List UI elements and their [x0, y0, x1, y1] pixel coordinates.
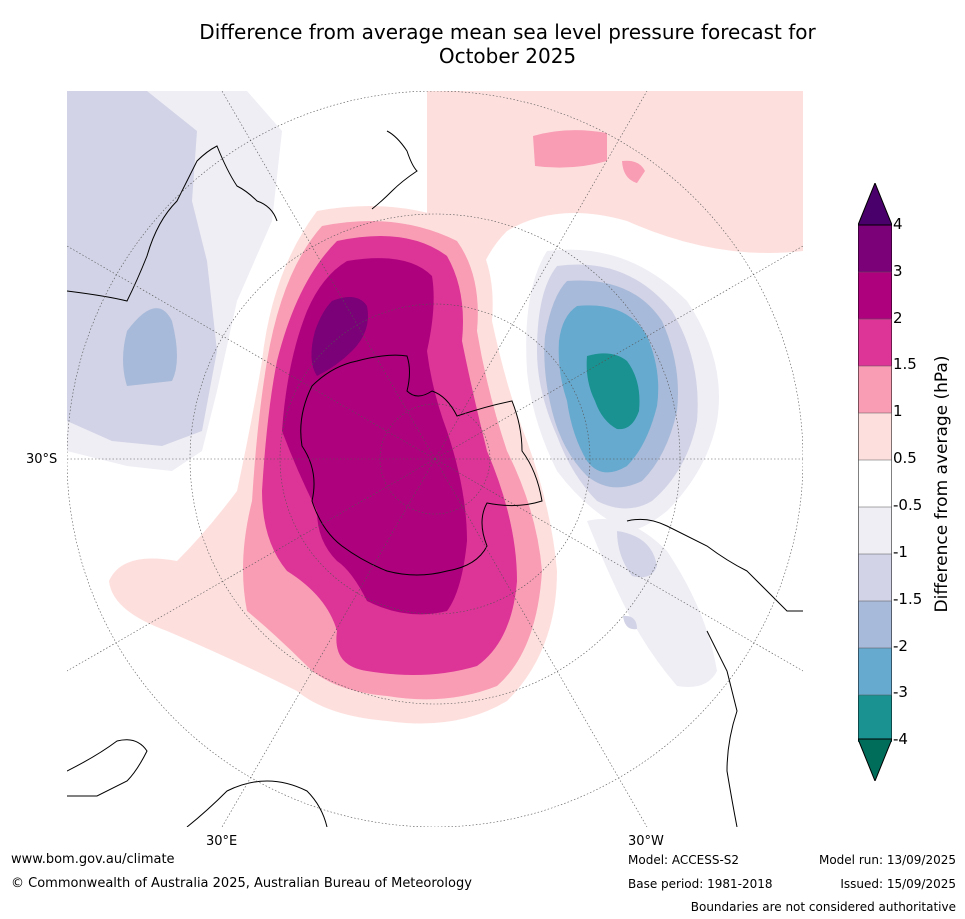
anomaly-region-pos-1-ne: [533, 130, 645, 183]
colorbar-overflow-bottom: [858, 738, 892, 781]
footer-website[interactable]: www.bom.gov.au/climate: [11, 852, 175, 867]
footer-model-run: Model run: 13/09/2025: [818, 853, 956, 867]
colorbar-tick-label: -2: [893, 637, 908, 655]
colorbar-tick-label: -0.5: [893, 496, 923, 514]
colorbar-segment-neg3-neg4: [858, 695, 892, 742]
footer-copyright: © Commonwealth of Australia 2025, Austra…: [11, 876, 472, 891]
title-line-1: Difference from average mean sea level p…: [199, 20, 816, 44]
colorbar-segment-2-3: [858, 272, 892, 319]
colorbar-segment-3-4: [858, 225, 892, 272]
footer-base-period: Base period: 1981-2018: [628, 877, 773, 891]
colorbar-segment-1-1.5: [858, 366, 892, 413]
coastlines: [67, 130, 803, 827]
colorbar-tick-label: 0.5: [893, 449, 917, 467]
colorbar-tick-label: 4: [893, 215, 903, 233]
colorbar-tick-label: -3: [893, 683, 908, 701]
colorbar-tick-label: 3: [893, 262, 903, 280]
pressure-anomaly-map: [67, 91, 803, 827]
anomaly-region-neg-0.5-se: [587, 519, 717, 687]
colorbar-tick-label: 1.5: [893, 355, 917, 373]
anomaly-region-neg-1.5: [123, 308, 177, 386]
colorbar-tick-label: -1: [893, 543, 908, 561]
colorbar-segment-neg0.5-neg1: [858, 507, 892, 554]
lon-30w-label: 30°W: [628, 834, 664, 849]
footer-disclaimer: Boundaries are not considered authoritat…: [690, 900, 956, 914]
graticule: [67, 91, 803, 827]
footer-model: Model: ACCESS-S2: [628, 853, 740, 867]
colorbar-tick-label: -4: [893, 730, 908, 748]
colorbar-segment-neg2-neg3: [858, 648, 892, 695]
title-line-2: October 2025: [438, 44, 577, 68]
lat-30s-label: 30°S: [26, 452, 58, 467]
colorbar-label: Difference from average (hPa): [932, 355, 952, 613]
colorbar-tick-label: -1.5: [893, 590, 923, 608]
anomaly-region-neg-3-atlantic: [586, 353, 640, 430]
colorbar-segment-neutral: [858, 460, 892, 507]
colorbar-tick-label: 1: [893, 402, 903, 420]
anomaly-region-pos-0.5-ne: [427, 91, 803, 281]
colorbar-segment-1.5-2: [858, 319, 892, 366]
anomaly-region-neg-1-se: [617, 531, 657, 630]
colorbar-segment-neg1-neg1.5: [858, 554, 892, 601]
footer-issued: Issued: 15/09/2025: [840, 877, 956, 891]
colorbar-segment-0.5-1: [858, 413, 892, 460]
colorbar-overflow-top: [858, 183, 892, 226]
colorbar-tick-label: 2: [893, 309, 903, 327]
lon-30e-label: 30°E: [206, 834, 238, 849]
colorbar-segment-neg1.5-neg2: [858, 601, 892, 648]
colorbar: [858, 183, 892, 781]
map-title: Difference from average mean sea level p…: [150, 20, 865, 68]
